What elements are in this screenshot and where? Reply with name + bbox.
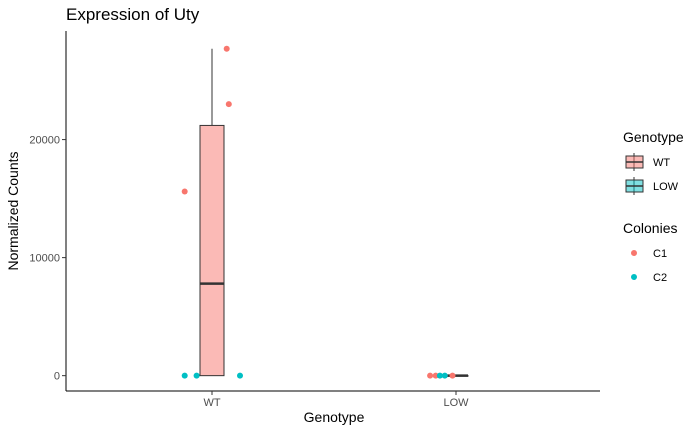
data-point-c1 — [225, 101, 232, 108]
plot-area: 0 10000 20000 WT LOW — [29, 31, 600, 409]
legend-colonies: Colonies C1 C2 — [623, 220, 677, 284]
legend-key-point — [631, 274, 637, 280]
legend-genotype: Genotype WT LOW — [623, 129, 684, 195]
legend: Genotype WT LOW Colonies C1 C2 — [623, 129, 684, 284]
box-body — [199, 124, 225, 377]
legend-title: Colonies — [623, 220, 677, 236]
legend-entry-label: C1 — [653, 248, 667, 260]
data-point-c1 — [432, 372, 439, 379]
y-tick-label: 10000 — [29, 253, 60, 265]
chart-title: Expression of Uty — [66, 5, 200, 24]
box-wt — [199, 48, 225, 377]
data-point-c1 — [427, 372, 434, 379]
y-tick-label: 0 — [54, 371, 60, 383]
legend-title: Genotype — [623, 129, 684, 145]
data-point-c2 — [436, 372, 443, 379]
data-point-c2 — [181, 372, 188, 379]
y-axis-label: Normalized Counts — [5, 151, 21, 270]
data-point-c1 — [223, 45, 230, 52]
legend-entry-label: WT — [653, 157, 670, 169]
data-point-c2 — [193, 372, 200, 379]
y-tick-label: 20000 — [29, 135, 60, 147]
data-point-c2 — [441, 372, 448, 379]
x-axis-label: Genotype — [304, 409, 365, 425]
legend-entry-label: C2 — [653, 272, 667, 284]
legend-entry-label: LOW — [653, 181, 679, 193]
legend-key-point — [631, 250, 637, 256]
data-point-c1 — [449, 372, 456, 379]
data-point-c2 — [237, 372, 243, 379]
x-tick-label: WT — [203, 397, 220, 409]
x-tick-label: LOW — [443, 397, 469, 409]
data-point-c1 — [181, 188, 188, 195]
